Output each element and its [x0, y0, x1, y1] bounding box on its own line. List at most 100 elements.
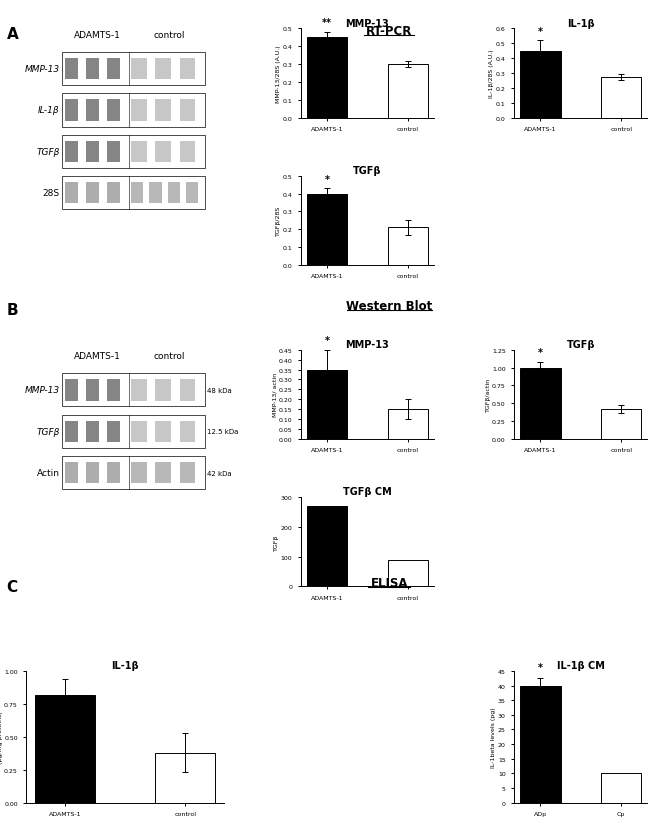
Bar	[62, 456, 205, 490]
Bar	[307, 370, 347, 440]
Bar	[65, 421, 78, 442]
Text: *: *	[324, 175, 330, 185]
Bar	[86, 59, 99, 80]
Bar	[65, 141, 78, 163]
Text: A: A	[7, 27, 18, 42]
Bar	[180, 380, 196, 401]
Title: TGFβ CM: TGFβ CM	[343, 487, 392, 497]
Text: C: C	[7, 579, 18, 594]
Y-axis label: MMP-13/28S (A.U.): MMP-13/28S (A.U.)	[276, 45, 281, 103]
Text: control: control	[153, 352, 184, 361]
Text: **: **	[322, 18, 332, 28]
Text: *: *	[324, 336, 330, 346]
Bar	[131, 380, 147, 401]
Bar	[180, 421, 196, 442]
Bar	[388, 228, 428, 266]
Bar	[307, 507, 347, 587]
Bar	[601, 410, 642, 440]
Y-axis label: MMP-13/ actin: MMP-13/ actin	[272, 373, 277, 417]
Bar	[388, 560, 428, 587]
Text: 12.5 kDa: 12.5 kDa	[207, 429, 239, 435]
Bar	[307, 38, 347, 119]
Bar	[156, 421, 171, 442]
Bar	[131, 141, 147, 163]
Bar	[131, 462, 147, 484]
Bar	[180, 59, 196, 80]
Bar	[65, 59, 78, 80]
Title: MMP-13: MMP-13	[345, 18, 389, 28]
Bar	[107, 141, 120, 163]
Text: *: *	[538, 348, 543, 358]
Bar	[62, 53, 205, 86]
Bar	[107, 421, 120, 442]
Text: ADAMTS-1: ADAMTS-1	[74, 352, 121, 361]
Bar	[62, 94, 205, 127]
Bar	[107, 380, 120, 401]
Bar	[156, 380, 171, 401]
Text: 48 kDa: 48 kDa	[207, 387, 232, 394]
Bar	[131, 59, 147, 80]
Bar	[107, 462, 120, 484]
Bar	[62, 177, 205, 210]
Bar	[131, 100, 147, 121]
Bar	[180, 141, 196, 163]
Y-axis label: IL-1beta levels (pg): IL-1beta levels (pg)	[491, 706, 496, 767]
Bar	[156, 141, 171, 163]
Text: *: *	[538, 27, 543, 37]
Bar	[65, 183, 78, 204]
Bar	[186, 183, 198, 204]
Bar	[86, 462, 99, 484]
Title: TGFβ: TGFβ	[566, 339, 595, 349]
Bar	[520, 52, 560, 119]
Bar	[62, 135, 205, 169]
Y-axis label: IL-1β/28S (A.U.): IL-1β/28S (A.U.)	[489, 49, 494, 98]
Text: Actin: Actin	[37, 469, 60, 477]
Text: IL-1β: IL-1β	[38, 106, 60, 115]
Bar	[86, 380, 99, 401]
Text: Western Blot: Western Blot	[346, 300, 432, 314]
Bar	[156, 100, 171, 121]
Bar	[520, 368, 560, 440]
Text: 28S: 28S	[43, 189, 60, 198]
Text: B: B	[7, 303, 18, 318]
Text: ADAMTS-1: ADAMTS-1	[74, 31, 121, 40]
Text: control: control	[153, 31, 184, 40]
Text: 42 kDa: 42 kDa	[207, 470, 232, 477]
Bar	[167, 183, 180, 204]
Bar	[107, 100, 120, 121]
Text: MMP-13: MMP-13	[25, 65, 60, 74]
Title: IL-1β: IL-1β	[567, 18, 594, 28]
Title: TGFβ: TGFβ	[353, 166, 381, 176]
Bar	[180, 462, 196, 484]
Bar	[388, 65, 428, 119]
Bar	[107, 59, 120, 80]
Text: MMP-13: MMP-13	[25, 386, 60, 395]
Bar	[180, 100, 196, 121]
Title: IL-1β CM: IL-1β CM	[557, 660, 605, 670]
Y-axis label: IL-1beta levels
(pg/mg proteins): IL-1beta levels (pg/mg proteins)	[0, 711, 3, 763]
Bar	[107, 183, 120, 204]
Bar	[156, 59, 171, 80]
Bar	[307, 194, 347, 266]
Text: TGFβ: TGFβ	[37, 427, 60, 436]
Text: RT-PCR: RT-PCR	[366, 25, 412, 38]
Bar	[35, 695, 95, 803]
Text: *: *	[538, 662, 543, 672]
Bar	[62, 374, 205, 407]
Bar	[601, 79, 642, 119]
Bar	[520, 686, 560, 803]
Bar	[86, 421, 99, 442]
Bar	[65, 462, 78, 484]
Bar	[65, 100, 78, 121]
Bar	[86, 100, 99, 121]
Bar	[149, 183, 162, 204]
Text: TGFβ: TGFβ	[37, 148, 60, 156]
Bar	[156, 462, 171, 484]
Y-axis label: TGFβ: TGFβ	[274, 534, 279, 550]
Y-axis label: TGFβ/actin: TGFβ/actin	[486, 378, 490, 412]
Title: IL-1β: IL-1β	[111, 660, 139, 670]
Bar	[155, 752, 215, 803]
Title: MMP-13: MMP-13	[345, 339, 389, 349]
Bar	[131, 421, 147, 442]
Bar	[62, 415, 205, 448]
